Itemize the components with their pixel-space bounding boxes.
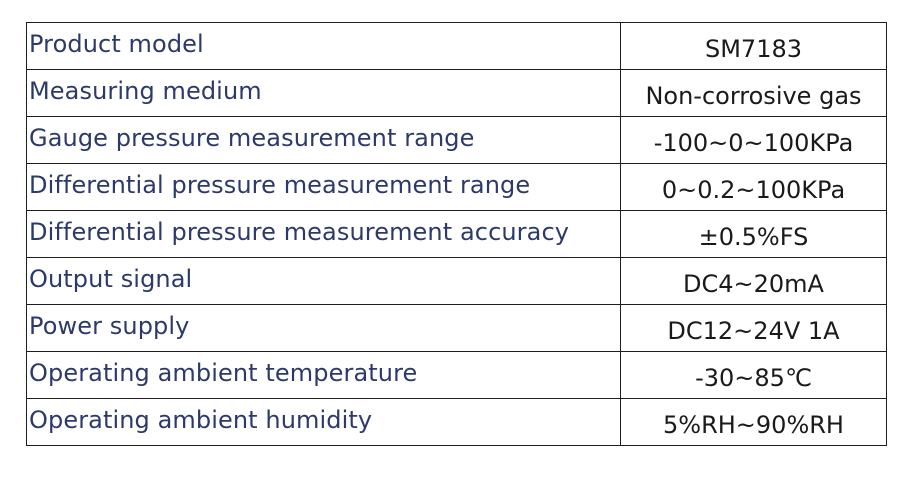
spec-label-gauge-pressure-range: Gauge pressure measurement range	[26, 116, 621, 164]
spec-value-output-signal: DC4~20mA	[620, 257, 887, 305]
spec-value-differential-pressure-accuracy: ±0.5%FS	[620, 210, 887, 258]
spec-value-ambient-humidity: 5%RH~90%RH	[620, 398, 887, 446]
table-row: Operating ambient humidity 5%RH~90%RH	[26, 398, 887, 446]
spec-label-ambient-temperature: Operating ambient temperature	[26, 351, 621, 399]
table-row: Differential pressure measurement range …	[26, 163, 887, 211]
spec-value-power-supply: DC12~24V 1A	[620, 304, 887, 352]
table-row: Product model SM7183	[26, 22, 887, 70]
table-row: Power supply DC12~24V 1A	[26, 304, 887, 352]
spec-label-ambient-humidity: Operating ambient humidity	[26, 398, 621, 446]
table-row: Measuring medium Non-corrosive gas	[26, 69, 887, 117]
spec-label-differential-pressure-range: Differential pressure measurement range	[26, 163, 621, 211]
spec-label-product-model: Product model	[26, 22, 621, 70]
specification-table: Product model SM7183 Measuring medium No…	[26, 22, 887, 446]
spec-label-measuring-medium: Measuring medium	[26, 69, 621, 117]
table-row: Gauge pressure measurement range -100~0~…	[26, 116, 887, 164]
spec-value-differential-pressure-range: 0~0.2~100KPa	[620, 163, 887, 211]
spec-value-measuring-medium: Non-corrosive gas	[620, 69, 887, 117]
spec-label-power-supply: Power supply	[26, 304, 621, 352]
spec-label-differential-pressure-accuracy: Differential pressure measurement accura…	[26, 210, 621, 258]
spec-value-gauge-pressure-range: -100~0~100KPa	[620, 116, 887, 164]
spec-label-output-signal: Output signal	[26, 257, 621, 305]
table-row: Differential pressure measurement accura…	[26, 210, 887, 258]
spec-value-product-model: SM7183	[620, 22, 887, 70]
table-row: Output signal DC4~20mA	[26, 257, 887, 305]
spec-value-ambient-temperature: -30~85℃	[620, 351, 887, 399]
table-row: Operating ambient temperature -30~85℃	[26, 351, 887, 399]
